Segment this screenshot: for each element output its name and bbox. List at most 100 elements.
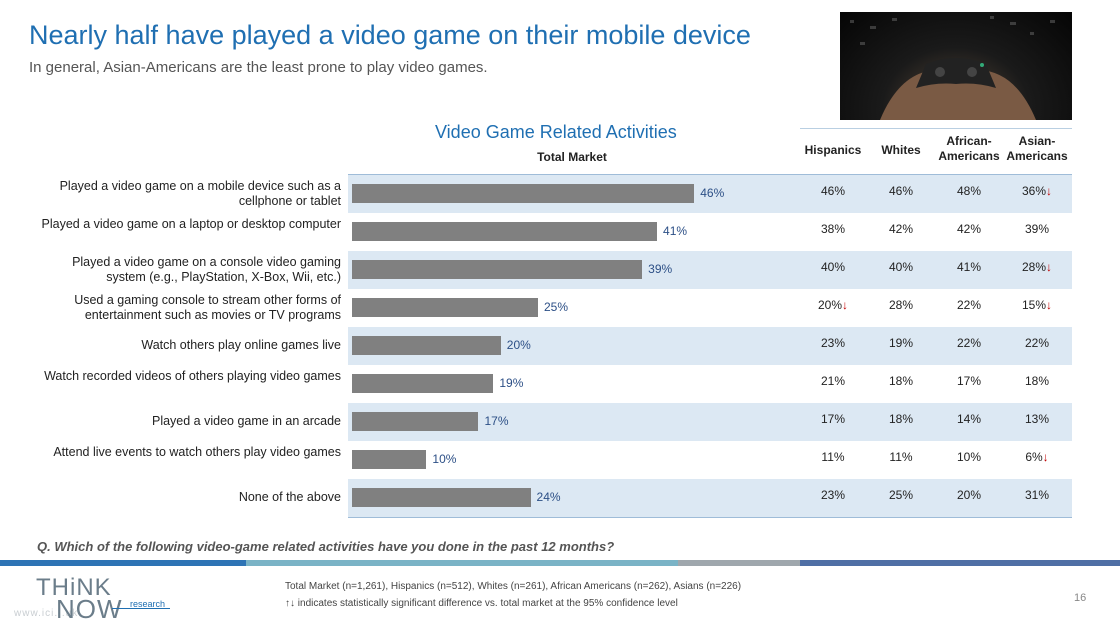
logo-think: THiNK <box>36 574 112 601</box>
table-cell: 48% <box>939 184 999 198</box>
table-cell: 21% <box>803 374 863 388</box>
cell-value: 46% <box>820 184 846 198</box>
category-label: Watch others play online games live <box>141 338 341 353</box>
table-cell: 17% <box>939 374 999 388</box>
gamepad-photo <box>840 12 1072 120</box>
table-cell: 22% <box>1007 336 1067 350</box>
col-head-whites: Whites <box>881 143 921 157</box>
table-cell: 11% <box>803 450 863 464</box>
slide-subtitle: In general, Asian-Americans are the leas… <box>29 59 488 76</box>
table-cell: 6%↓ <box>1007 450 1067 464</box>
footer-rule-segment <box>0 560 246 566</box>
bar-value-label: 39% <box>648 262 673 276</box>
cell-value: 13% <box>1024 412 1050 426</box>
bar <box>352 450 427 469</box>
arrow-down-icon: ↓ <box>1042 450 1049 464</box>
cell-value: 28% <box>888 298 914 312</box>
bar <box>352 374 494 393</box>
table-cell: 38% <box>803 222 863 236</box>
cell-value: 40% <box>888 260 914 274</box>
category-label: None of the above <box>238 490 341 505</box>
category-label: Played a video game on a mobile device s… <box>59 178 341 209</box>
cell-value: 28% <box>1021 260 1047 274</box>
cell-value: 40% <box>820 260 846 274</box>
cell-value: 22% <box>956 336 982 350</box>
table-cell: 39% <box>1007 222 1067 236</box>
total-market-label: Total Market <box>537 150 607 164</box>
table-cell: 23% <box>803 488 863 502</box>
cell-value: 23% <box>820 336 846 350</box>
table-cell: 40% <box>871 260 931 274</box>
table-cell: 41% <box>939 260 999 274</box>
table-cell: 31% <box>1007 488 1067 502</box>
cell-value: 46% <box>888 184 914 198</box>
sample-size-note: Total Market (n=1,261), Hispanics (n=512… <box>285 581 742 592</box>
table-cell: 23% <box>803 336 863 350</box>
table-cell: 46% <box>871 184 931 198</box>
cell-value: 48% <box>956 184 982 198</box>
bar <box>352 336 501 355</box>
table-cell: 20%↓ <box>803 298 863 312</box>
bar <box>352 298 538 317</box>
category-label: Played a video game in an arcade <box>151 414 341 429</box>
cell-value: 17% <box>956 374 982 388</box>
cell-value: 17% <box>820 412 846 426</box>
table-cell: 36%↓ <box>1007 184 1067 198</box>
bar-value-label: 17% <box>484 414 509 428</box>
cell-value: 39% <box>1024 222 1050 236</box>
table-cell: 25% <box>871 488 931 502</box>
table-cell: 42% <box>871 222 931 236</box>
table-bottom-rule <box>348 517 1072 518</box>
cell-value: 21% <box>820 374 846 388</box>
bar-value-label: 41% <box>663 224 688 238</box>
col-head-hispanics: Hispanics <box>804 143 862 157</box>
category-label: Used a gaming console to stream other fo… <box>74 292 341 323</box>
cell-value: 18% <box>888 412 914 426</box>
category-label: Watch recorded videos of others playing … <box>44 368 341 383</box>
cell-value: 36% <box>1021 184 1047 198</box>
cell-value: 19% <box>888 336 914 350</box>
cell-value: 15% <box>1021 298 1047 312</box>
cell-value: 42% <box>888 222 914 236</box>
bar-value-label: 25% <box>544 300 569 314</box>
table-cell: 11% <box>871 450 931 464</box>
cell-value: 22% <box>1024 336 1050 350</box>
bar-value-label: 46% <box>700 186 725 200</box>
table-cell: 28% <box>871 298 931 312</box>
bar-value-label: 24% <box>536 490 561 504</box>
page-number: 16 <box>1074 592 1087 604</box>
significance-note-text: indicates statistically significant diff… <box>297 598 678 609</box>
table-cell: 22% <box>939 298 999 312</box>
table-cell: 40% <box>803 260 863 274</box>
table-cell: 18% <box>871 374 931 388</box>
arrow-down-icon: ↓ <box>1046 184 1053 198</box>
bar <box>352 222 658 241</box>
bar-value-label: 19% <box>499 376 524 390</box>
category-label: Played a video game on a laptop or deskt… <box>41 216 342 231</box>
header-rule <box>348 174 1072 175</box>
table-cell: 18% <box>1007 374 1067 388</box>
chart-title: Video Game Related Activities <box>435 122 677 142</box>
cell-value: 25% <box>888 488 914 502</box>
table-cell: 13% <box>1007 412 1067 426</box>
slide-title: Nearly half have played a video game on … <box>29 20 751 50</box>
arrow-down-icon: ↓ <box>1046 260 1053 274</box>
arrow-down-icon: ↓ <box>842 298 849 312</box>
logo-underline <box>112 608 170 609</box>
bar <box>352 488 531 507</box>
cell-value: 22% <box>956 298 982 312</box>
cell-value: 18% <box>1024 374 1050 388</box>
table-cell: 17% <box>803 412 863 426</box>
cell-value: 11% <box>821 450 845 464</box>
table-top-rule <box>800 128 1072 129</box>
significance-note: ↑↓ indicates statistically significant d… <box>285 598 678 609</box>
table-cell: 18% <box>871 412 931 426</box>
cell-value: 14% <box>956 412 982 426</box>
logo-now: NOW <box>56 594 123 624</box>
cell-value: 20% <box>817 298 843 312</box>
logo-research: research <box>130 599 166 609</box>
cell-value: 38% <box>820 222 846 236</box>
bar <box>352 412 479 431</box>
cell-value: 11% <box>889 450 913 464</box>
cell-value: 23% <box>820 488 846 502</box>
